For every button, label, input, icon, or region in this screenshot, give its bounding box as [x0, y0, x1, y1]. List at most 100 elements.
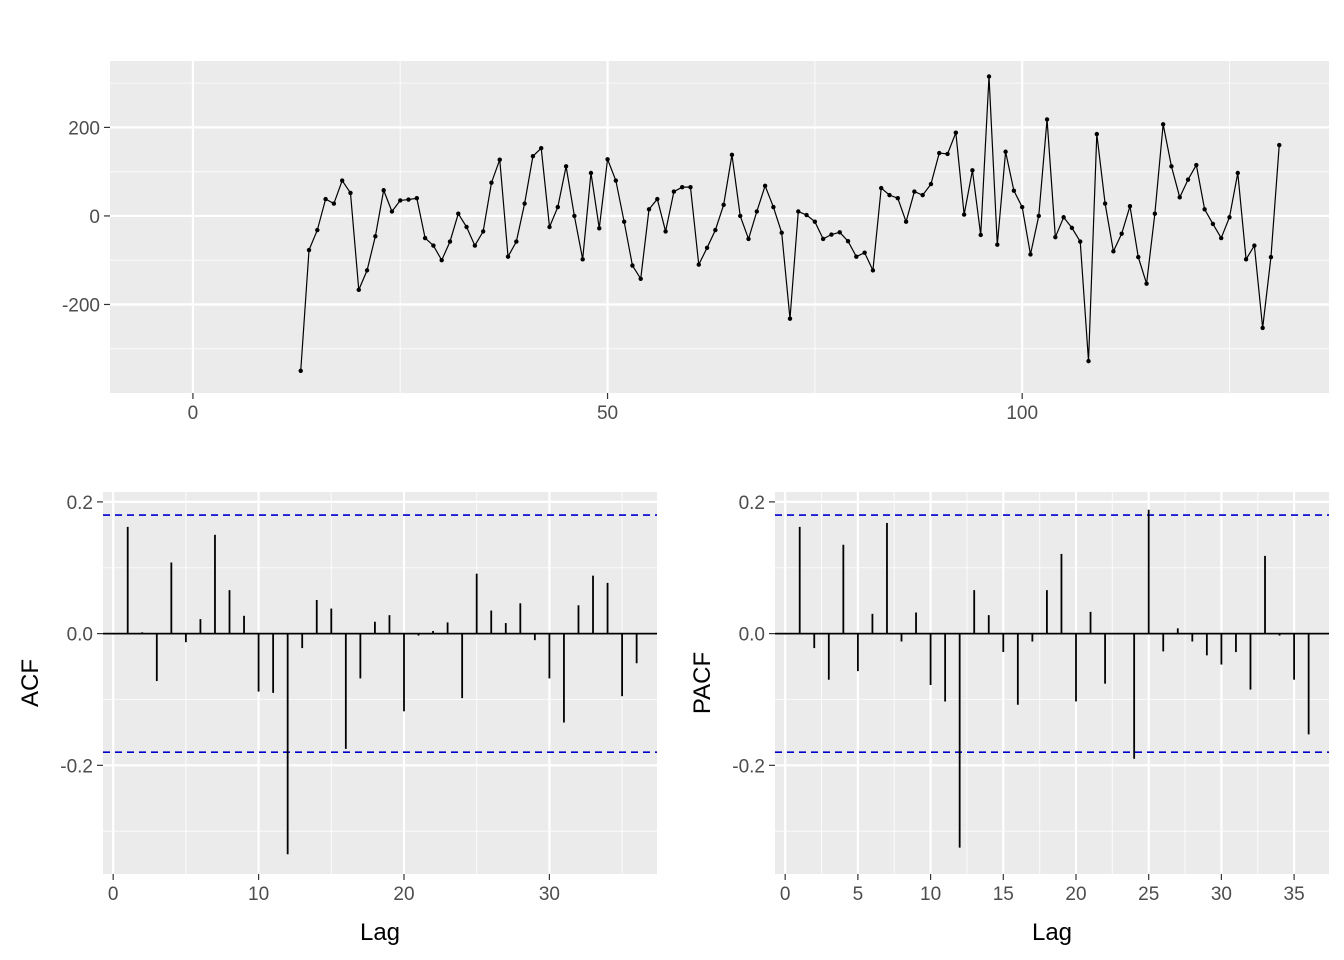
pacf-plot-tick-label-x: 25 — [1138, 884, 1159, 905]
pacf-plot-tick-label-x: 35 — [1284, 884, 1305, 905]
series-plot-data-point — [721, 202, 726, 208]
acf-plot-tick-label-x: 20 — [393, 884, 414, 905]
series-plot-tick-label-x: 100 — [1006, 403, 1038, 424]
series-plot-data-point — [1194, 162, 1199, 168]
series-plot-data-point — [655, 196, 660, 202]
series-plot-data-point — [829, 232, 834, 237]
series-plot-data-point — [447, 239, 453, 244]
series-plot-tick-label-x: 50 — [597, 403, 618, 424]
acf-plot-tick-label-y: 0.2 — [67, 493, 93, 514]
acf-plot-tick-label-x: 10 — [248, 884, 269, 905]
series-plot-data-point — [331, 201, 337, 206]
series-plot-data-point — [422, 235, 428, 241]
series-plot-data-point — [1069, 225, 1075, 231]
series-plot: 0 50 100 -200 0 200 — [62, 61, 1329, 424]
series-plot-data-point — [605, 157, 610, 162]
series-plot-data-point — [489, 180, 494, 185]
series-plot-data-point — [638, 276, 643, 281]
series-plot-data-point — [1260, 325, 1265, 331]
pacf-plot-x-axis-title: Lag — [1032, 919, 1072, 946]
series-plot-data-point — [597, 226, 602, 231]
series-plot-data-point — [945, 151, 950, 157]
series-plot-data-point — [1160, 122, 1166, 127]
series-plot-data-point — [1202, 207, 1207, 212]
series-plot-data-point — [762, 183, 768, 189]
series-plot-data-point — [961, 212, 967, 217]
series-plot-data-point — [870, 268, 876, 273]
acf-plot-y-axis-title: ACF — [17, 659, 44, 707]
series-plot-data-point — [563, 164, 569, 169]
series-plot-data-point — [1036, 213, 1041, 219]
pacf-plot-y-axis-title: PACF — [689, 652, 716, 714]
pacf-plot-tick-label-y: -0.2 — [732, 756, 765, 777]
series-plot-data-point — [646, 207, 652, 212]
series-plot-data-point — [738, 213, 743, 219]
series-plot-data-point — [522, 201, 527, 206]
series-plot-data-point — [323, 196, 328, 202]
series-plot-data-point — [953, 130, 959, 135]
series-plot-data-point — [339, 178, 345, 183]
pacf-plot-panel-background — [775, 492, 1329, 874]
series-plot-data-point — [704, 245, 710, 251]
series-plot-data-point — [1111, 249, 1116, 254]
series-plot-data-point — [854, 254, 859, 259]
series-plot-data-point — [1185, 177, 1191, 182]
series-plot-data-point — [862, 250, 867, 255]
series-plot-data-point — [1127, 203, 1133, 209]
series-plot-data-point — [348, 190, 353, 196]
series-plot-data-point — [879, 185, 884, 191]
series-plot-tick-label-x: 0 — [188, 403, 199, 424]
series-plot-data-point — [903, 219, 909, 224]
series-plot-data-point — [1268, 254, 1274, 260]
pacf-plot-tick-label-x: 20 — [1065, 884, 1086, 905]
series-plot-data-point — [1102, 201, 1108, 206]
series-plot-data-point — [414, 196, 420, 201]
series-plot-data-point — [497, 157, 502, 162]
series-plot-data-point — [1136, 254, 1141, 260]
series-plot-data-point — [572, 213, 577, 219]
series-plot-data-point — [746, 236, 751, 242]
series-plot-data-point — [688, 184, 693, 190]
series-plot-tick-label-y: -200 — [62, 295, 100, 316]
series-plot-panel-background — [110, 61, 1329, 393]
acf-plot-tick-label-y: 0.0 — [67, 625, 93, 646]
series-plot-data-point — [837, 230, 842, 235]
series-plot-data-point — [1003, 149, 1008, 154]
series-plot-data-point — [1086, 358, 1091, 364]
series-plot-data-point — [1094, 131, 1100, 137]
series-plot-data-point — [970, 168, 975, 173]
series-plot-data-point — [480, 229, 486, 234]
series-plot-data-point — [588, 170, 594, 176]
series-plot-data-point — [439, 258, 444, 263]
series-plot-data-point — [580, 257, 585, 262]
series-plot-data-point — [1177, 195, 1182, 200]
series-plot-data-point — [812, 219, 818, 224]
series-plot-data-point — [406, 197, 411, 202]
pacf-plot: 0 5 10 15 20 25 30 35 -0.2 0.0 0.2 Lag PACF — [689, 492, 1329, 946]
series-plot-data-point — [1235, 170, 1240, 176]
series-plot-data-point — [1044, 117, 1050, 122]
series-plot-data-point — [729, 152, 735, 158]
series-plot-data-point — [1078, 239, 1083, 244]
acf-plot-tick-label-x: 0 — [108, 884, 119, 905]
series-plot-data-point — [298, 368, 303, 374]
series-plot-data-point — [381, 188, 386, 193]
series-plot-data-point — [887, 192, 892, 198]
series-plot-data-point — [1218, 235, 1224, 241]
series-plot-data-point — [389, 209, 395, 214]
series-plot-data-point — [1144, 281, 1149, 286]
series-plot-data-point — [820, 236, 826, 242]
series-plot-data-point — [754, 209, 760, 214]
series-plot-data-point — [505, 254, 511, 259]
series-plot-data-point — [431, 243, 436, 248]
series-plot-data-point — [364, 268, 370, 273]
acf-plot-x-axis-title: Lag — [360, 919, 400, 946]
series-plot-data-point — [1169, 164, 1174, 169]
acf-plot-tick-label-x: 30 — [539, 884, 560, 905]
series-plot-data-point — [1243, 257, 1249, 262]
series-plot-data-point — [398, 198, 403, 203]
series-plot-data-point — [547, 224, 552, 230]
series-plot-data-point — [978, 232, 983, 238]
series-plot-data-point — [804, 212, 809, 218]
